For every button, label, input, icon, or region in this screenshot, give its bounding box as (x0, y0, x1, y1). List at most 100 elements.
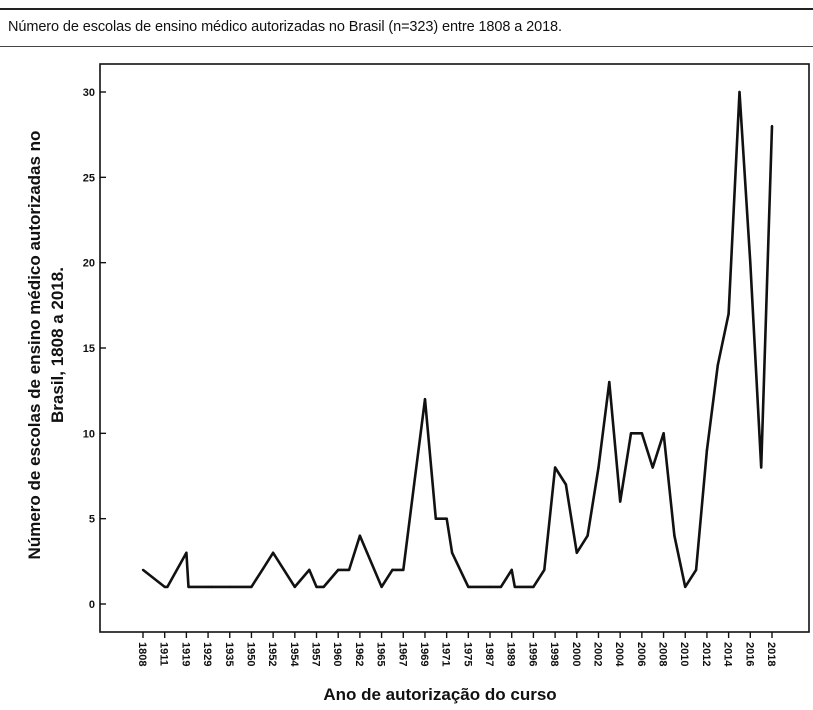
data-point-2013 (716, 363, 719, 367)
x-tick-label: 2000 (570, 642, 582, 666)
x-tick-label: 1935 (223, 642, 235, 666)
x-tick-label: 1952 (266, 642, 278, 666)
data-point-2014 (727, 312, 730, 316)
data-point-2007 (651, 466, 654, 469)
x-tick-label: 1971 (440, 642, 452, 666)
x-axis: 1808 1911 1919 1929 1935 1950 1952 1954 1957 1960… (136, 632, 777, 667)
y-tick-label: 30 (83, 87, 95, 99)
x-tick-label: 1975 (461, 642, 473, 666)
data-point-1968 (412, 483, 416, 486)
x-tick-label: 2010 (678, 642, 690, 666)
data-point-1953 (282, 568, 286, 572)
x-tick-label: 2002 (591, 642, 603, 666)
data-point-1997 (543, 568, 546, 572)
x-tick-label: 1954 (288, 642, 300, 667)
data-point-1998 (553, 466, 557, 469)
y-tick-label: 10 (83, 428, 95, 440)
data-point-1963 (365, 551, 369, 554)
plot-frame (99, 63, 810, 633)
data-point-1954 (293, 585, 296, 589)
data-point-1920 (187, 585, 190, 589)
data-point-1972 (450, 551, 454, 554)
caption-top-rule (0, 8, 813, 10)
y-tick-label: 5 (89, 514, 95, 526)
data-point-2002 (597, 466, 600, 469)
data-point-2004 (619, 500, 622, 503)
x-tick-label: 2008 (657, 642, 669, 666)
x-axis-title: Ano de autorização do curso (323, 685, 556, 704)
data-point-1988 (499, 585, 503, 589)
caption-bottom-rule (0, 46, 813, 47)
y-axis-title-line-2: Brasil, 1808 a 2018. (48, 267, 67, 423)
data-point-1911 (163, 585, 166, 589)
data-point-2011 (694, 568, 698, 572)
data-point-1961 (347, 568, 351, 572)
x-tick-label: 1950 (244, 642, 256, 666)
data-point-2016 (749, 261, 752, 264)
data-point-1930 (210, 585, 213, 589)
data-point-2001 (586, 534, 589, 537)
y-tick-label: 0 (89, 599, 95, 611)
x-tick-label: 1808 (136, 642, 148, 666)
data-point-2017 (760, 466, 763, 469)
data-point-1976 (469, 585, 472, 589)
y-tick-label: 15 (83, 343, 95, 355)
x-tick-label: 1967 (396, 642, 408, 666)
x-tick-label: 2016 (743, 642, 755, 666)
x-tick-label: 1989 (505, 642, 517, 666)
x-tick-label: 1996 (526, 642, 538, 666)
data-point-2000 (575, 551, 578, 554)
x-tick-label: 1911 (158, 642, 170, 666)
x-tick-label: 1919 (179, 642, 191, 666)
data-point-2015 (738, 90, 741, 94)
data-point-2005 (629, 432, 633, 435)
x-tick-label: 2014 (722, 642, 734, 667)
x-tick-label: 1957 (310, 642, 322, 666)
data-point-1966 (391, 568, 394, 572)
figure-caption: Número de escolas de ensino médico autor… (8, 19, 562, 35)
data-point-1987 (488, 585, 492, 589)
data-point-2003 (608, 380, 611, 384)
x-tick-label: 1960 (331, 642, 343, 666)
x-tick-label: 1965 (375, 642, 387, 666)
data-point-1950 (250, 585, 253, 589)
x-tick-label: 1969 (418, 642, 430, 666)
y-axis: 0 5 10 15 20 25 30 (83, 87, 106, 611)
data-point-1958 (322, 585, 325, 589)
data-point-1970 (434, 517, 437, 520)
y-tick-label: 25 (83, 172, 95, 184)
data-point-2018 (770, 124, 774, 128)
data-point-2012 (705, 449, 709, 452)
data-point-1935 (228, 585, 231, 589)
data-point-1952 (271, 551, 275, 554)
data-point-1956 (308, 568, 311, 572)
data-point-2008 (662, 432, 665, 435)
x-tick-label: 1929 (201, 642, 213, 666)
data-point-1990 (513, 585, 516, 589)
data-point-1969 (423, 398, 427, 401)
x-tick-label: 1998 (548, 642, 560, 666)
data-point-1965 (380, 585, 383, 589)
data-point-1912 (166, 585, 169, 589)
x-tick-label: 2004 (613, 642, 625, 667)
data-point-1975 (467, 585, 470, 589)
data-point-1999 (564, 483, 568, 486)
series-points (141, 90, 774, 589)
y-axis-title-line-1: Número de escolas de ensino médico autor… (25, 131, 44, 560)
x-tick-label: 2012 (700, 642, 712, 666)
data-point-2006 (640, 432, 644, 435)
data-point-1967 (402, 568, 405, 572)
x-tick-label: 2006 (635, 642, 647, 666)
data-point-1989 (510, 568, 513, 572)
data-point-1919 (185, 551, 188, 554)
series-line (142, 90, 774, 589)
data-point-2010 (684, 585, 687, 589)
data-point-1808 (141, 568, 145, 572)
y-tick-label: 20 (83, 258, 95, 270)
data-point-1962 (358, 534, 362, 537)
x-tick-label: 1962 (353, 642, 365, 666)
x-tick-label: 2018 (765, 642, 777, 666)
data-point-1960 (337, 568, 340, 572)
x-tick-label: 1987 (483, 642, 495, 666)
data-point-1996 (532, 585, 535, 589)
